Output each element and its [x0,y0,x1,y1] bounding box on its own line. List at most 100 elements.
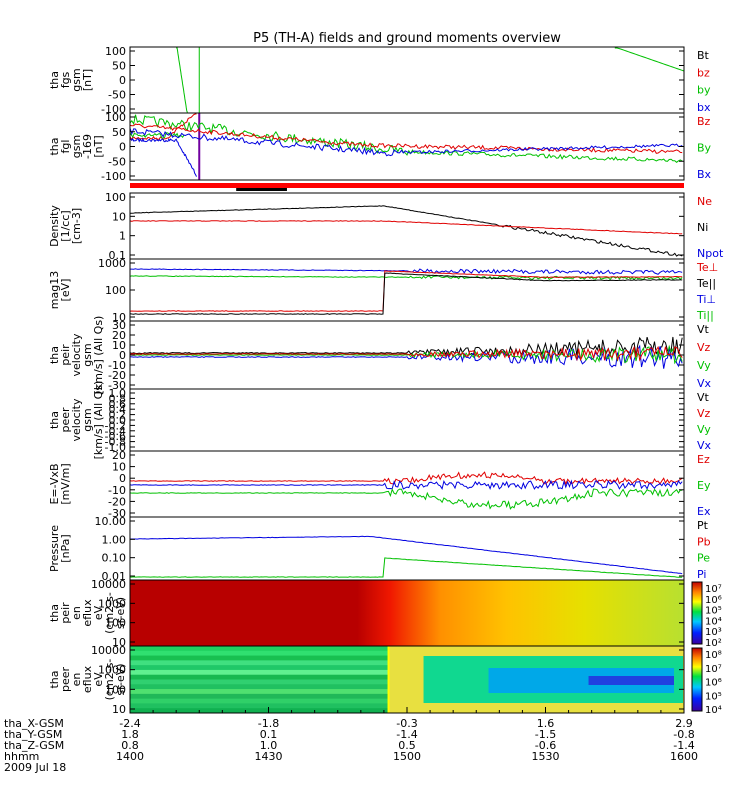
panel-temp-legend-Te⊥: Te⊥ [696,261,718,274]
panel-fgs-ylabel: gsm [70,68,83,91]
panel-peer_vel-legend-Vz: Vz [697,407,711,420]
panel-temp: 1000 100 10 mag13[eV] Te⊥ Te|| Ti⊥ Ti|| [48,257,718,324]
panel-fgs-tick-label: 0 [119,74,126,87]
peer-spec-band [130,660,389,666]
panel-peir_vel-tick-label: -10 [108,359,126,372]
panel-pressure-ylabel: Pressure [48,525,61,572]
peir-Vt [129,336,683,357]
peer-spec-band [130,669,389,676]
panel-peir_spec-ylabel: sr-eV) [114,597,127,629]
fgl-Bz [129,123,683,154]
panel-efield-tick-label: 0 [119,472,126,485]
panel-density-legend-Ne: Ne [697,195,712,208]
panel-peer_vel-tick-label: -0.2 [105,419,126,432]
panel-peer_spec-tick-label: 10 [112,703,126,716]
xaxis-value-hhmm: 1400 [116,750,144,763]
xaxis-value-tha_X-GSM: 1.6 [537,717,555,730]
mode-bar [130,183,684,191]
panel-peer_vel-legend-Vt: Vt [697,391,710,404]
panel-peer_spec-ylabel: (cm2-s- [103,659,116,701]
panel-peer_spec-colorbar-label: 10⁴ [705,705,722,716]
peer-spec-band [130,665,389,671]
fgl-By [129,114,683,163]
panel-fgl-ylabel: gsm [70,135,83,158]
panel-peir_spec-tick-label: 10 [112,636,126,649]
panel-peir_spec-ylabel: tha [48,604,61,622]
panel-density-legend-Npot: Npot [697,247,724,260]
peer-spec-band [130,703,389,709]
panel-efield-legend-Ex: Ex [697,505,711,518]
panel-peer_vel-ylabel: peer [59,407,72,433]
panel-density-ylabel: [cm-3] [70,208,83,244]
plot-title: P5 (TH-A) fields and ground moments over… [253,31,561,46]
peer-spec-cold [588,676,674,685]
xaxis-value-hhmm: 1430 [255,750,283,763]
panel-peir_vel-tick-label: 10 [112,339,126,352]
panel-density: 100 10 1 0.1 Density[1/cc][cm-3] Ne Ni Npot [48,191,724,262]
temp-Te-perp [129,270,683,312]
panel-pressure-legend-Pi: Pi [697,568,706,581]
panel-peer_spec-colorbar [691,647,703,712]
peer-spec-band [130,646,389,652]
xaxis-value-tha_Y-GSM: -0.8 [673,728,694,741]
panel-efield-legend-Ey: Ey [697,479,711,492]
panel-fgs-legend-bz: bz [697,66,710,79]
panel-peir_spec-colorbar-label: 10⁴ [705,616,722,627]
xaxis-value-tha_Z-GSM: 0.5 [398,739,416,752]
fgl-Bx-pre [130,137,197,177]
panel-fgs-ylabel: [nT] [81,69,94,91]
panel-peer_spec: 10000 1000 100 10 thapeerenefluxeV(cm2-s-sr-… [48,644,722,716]
panel-pressure: 10.00 1.00 0.10 0.01 Pressure[nPa] Pt Pb Pe Pi [48,515,711,583]
peir-Vz [129,345,683,362]
panel-peer_vel-tick-label: 1.0 [109,387,127,400]
panel-pressure-tick-label: 1.00 [102,533,127,546]
panel-peir_spec-ylabel: eV [92,605,105,620]
panel-peir_vel-ylabel: tha [48,346,61,364]
panel-peir_vel-legend-Vz: Vz [697,341,711,354]
panel-fgs-legend-by: by [697,84,711,97]
panel-temp-ylabel: mag13 [48,271,61,309]
panel-fgs-ylabel: tha [48,71,61,89]
panel-fgs-tick-label: 100 [105,45,126,58]
panel-peir_spec-colorbar-label: 10³ [705,627,722,638]
panel-peir_vel-tick-label: -30 [108,379,126,392]
panel-peer_vel-ylabel: velocity [70,398,83,441]
panel-fgl-frame [129,112,685,181]
panel-peir_vel-legend-Vx: Vx [697,377,712,390]
mode-bar-red [130,183,684,188]
panel-density-tick-label: 1 [119,230,126,243]
peer-spec-band [130,698,389,704]
xaxis-value-tha_X-GSM: -2.4 [119,717,140,730]
panel-efield-tick-label: 20 [112,449,126,462]
peer-spec-band [130,650,389,657]
panel-density-ylabel: Density [48,205,61,247]
panel-peer_vel-tick-label: -0.6 [105,430,126,443]
xaxis-value-tha_Z-GSM: -0.6 [535,739,556,752]
xaxis-value-hhmm: 1500 [393,750,421,763]
panel-fgs-ylabel: fgs [59,71,72,88]
panel-fgl-legend-By: By [697,142,712,155]
panel-peir_spec-tick-label: 1000 [98,597,126,610]
peer-spec-band [130,684,389,690]
panel-fgl-tick-label: -100 [101,170,126,183]
panel-peer_vel-frame [129,388,685,452]
peer-spec-band [130,693,389,700]
panel-peer_spec-colorbar-label: 10⁸ [705,650,722,661]
peer-spec-band [130,679,389,685]
panel-fgl-tick-label: 0 [119,141,126,154]
xaxis-row-label: tha_Z-GSM [4,739,64,752]
peir-spectrogram [130,580,684,646]
panel-efield-tick-label: 10 [112,461,126,474]
panel-pressure-tick-label: 0.10 [102,552,127,565]
xaxis-value-tha_Y-GSM: 1.8 [121,728,139,741]
panel-fgl-ylabel: fgl [59,140,72,154]
panel-peir_vel-tick-label: 0 [119,349,126,362]
panel-efield-tick-label: -20 [108,495,126,508]
panel-peir_spec-colorbar [691,581,703,645]
panel-peer_vel-ylabel: gsm [81,408,94,431]
panel-fgs-frame [129,46,685,114]
fgl-By-pre [129,132,185,139]
